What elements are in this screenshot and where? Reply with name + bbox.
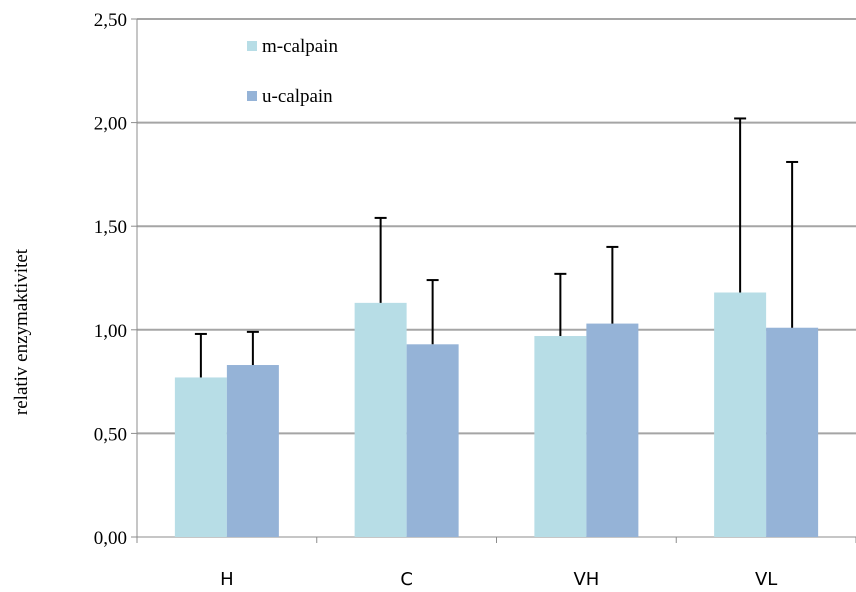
x-tick-label: H	[220, 569, 234, 590]
y-tick-label: 1,50	[94, 217, 127, 238]
bar	[766, 327, 819, 537]
legend: m-calpain u-calpain	[247, 36, 338, 107]
legend-label: u-calpain	[262, 86, 333, 107]
y-axis-label: relativ enzymaktivitet	[11, 248, 32, 415]
y-tick-label: 0,50	[94, 424, 127, 445]
tick-labels: 0,00 0,50 1,00 1,50 2,00 2,50 H C VH VL	[94, 10, 778, 590]
legend-swatch	[247, 41, 257, 51]
bar	[354, 302, 407, 537]
x-tick-label: VH	[573, 569, 599, 590]
bar	[534, 336, 587, 537]
error-bars	[194, 117, 799, 378]
x-tick-label: C	[400, 569, 413, 590]
y-tick-label: 1,00	[94, 321, 127, 342]
bar	[406, 344, 459, 537]
legend-swatch	[247, 91, 257, 101]
bar	[174, 377, 227, 537]
y-tick-label: 0,00	[94, 528, 127, 549]
y-tick-label: 2,00	[94, 114, 127, 135]
legend-label: m-calpain	[262, 36, 338, 57]
bar	[226, 365, 279, 537]
bar	[586, 323, 639, 537]
bars	[174, 292, 819, 537]
y-tick-label: 2,50	[94, 10, 127, 31]
bar	[714, 292, 767, 537]
x-tick-label: VL	[755, 569, 777, 590]
